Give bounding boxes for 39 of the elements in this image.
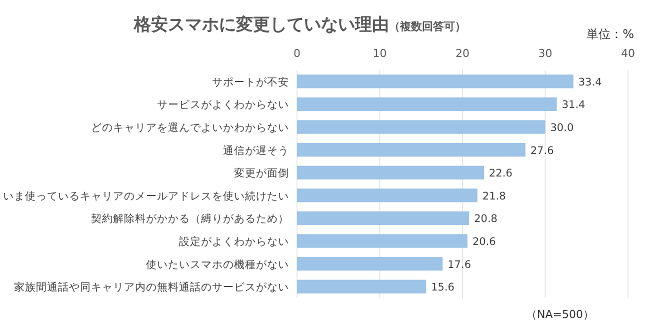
data-label: 20.6	[472, 236, 496, 248]
y-tick-label: サービスがよくわからない	[157, 99, 289, 112]
data-label: 30.0	[550, 122, 574, 134]
y-tick-label: 変更が面倒	[234, 166, 289, 180]
y-tick-label: 使いたいスマホの機種がない	[146, 258, 289, 271]
x-tick-label: 40	[621, 47, 635, 60]
bar	[297, 211, 470, 226]
y-tick-label: 家族間通話や同キャリア内の無料通話のサービスがない	[14, 280, 289, 294]
x-tick-label: 10	[372, 47, 387, 60]
bar	[297, 256, 443, 271]
data-label: 15.6	[431, 282, 455, 294]
y-tick-label: 設定がよくわからない	[179, 235, 289, 248]
data-label: 27.6	[530, 144, 554, 157]
data-label: 17.6	[448, 258, 472, 271]
data-label: 22.6	[489, 168, 513, 180]
bar	[297, 234, 468, 248]
data-label: 33.4	[578, 76, 602, 88]
y-tick-label: 契約解除料がかかる（縛りがあるため）	[91, 212, 289, 226]
bar	[297, 166, 484, 180]
x-tick-label: 30	[538, 47, 552, 60]
bar	[297, 280, 426, 294]
y-tick-label: どのキャリアを選んでよいかわからない	[91, 122, 289, 134]
chart-subtitle: （複数回答可）	[389, 20, 466, 33]
text: 単位：%	[586, 27, 634, 41]
x-tick-label: 20	[456, 47, 470, 60]
data-label: 21.8	[482, 190, 506, 202]
bar	[297, 97, 557, 112]
bar	[297, 142, 526, 157]
y-tick-label: サポートが不安	[212, 75, 289, 88]
data-label: 31.4	[562, 99, 586, 112]
chart-title: 格安スマホに変更していない理由	[133, 15, 389, 35]
bar	[297, 188, 478, 202]
y-tick-label: いま使っているキャリアのメールアドレスを使い続けたい	[3, 190, 289, 202]
bar	[297, 74, 574, 88]
bar	[297, 120, 546, 134]
y-tick-label: 通信が遅そう	[223, 144, 289, 157]
data-label: 20.8	[474, 213, 498, 226]
text: （NA=500）	[526, 308, 594, 321]
x-tick-label: 0	[294, 47, 300, 60]
